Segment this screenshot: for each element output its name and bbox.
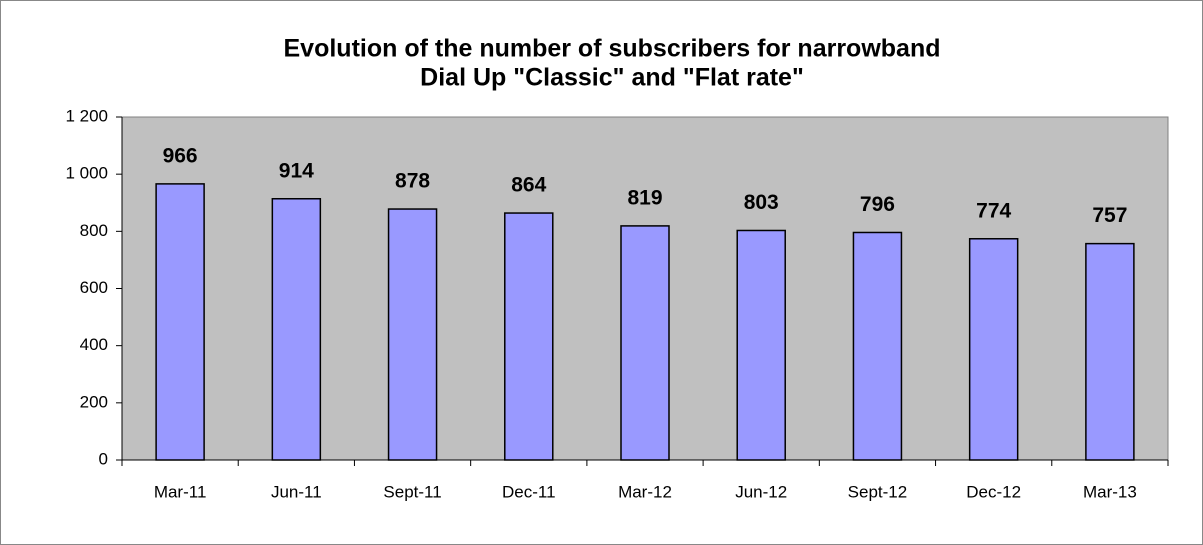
bar (1085, 242, 1135, 461)
chart-title: Evolution of the number of subscribers f… (284, 35, 941, 63)
bar (155, 183, 205, 461)
x-tick-label: Dec-11 (502, 482, 556, 501)
bar (504, 212, 554, 461)
y-tick-label: 800 (80, 221, 108, 240)
x-tick-label: Mar-12 (618, 482, 672, 501)
bar (620, 225, 670, 461)
data-label: 966 (163, 144, 198, 167)
y-tick-label: 1 200 (65, 106, 108, 125)
data-label: 914 (279, 159, 314, 182)
chart-title: Dial Up "Classic" and "Flat rate" (420, 64, 804, 92)
data-label: 878 (395, 170, 430, 193)
y-tick-label: 0 (99, 449, 108, 468)
x-tick-label: Jun-11 (271, 482, 322, 501)
y-tick-label: 600 (80, 278, 108, 297)
y-tick-label: 1 000 (65, 164, 108, 183)
bar (736, 229, 786, 461)
data-label: 819 (627, 186, 662, 209)
data-label: 796 (860, 193, 895, 216)
y-tick-label: 400 (80, 335, 108, 354)
x-tick-label: Dec-12 (966, 482, 1021, 501)
bar (852, 231, 903, 461)
bar (387, 208, 438, 461)
bar (271, 197, 322, 461)
data-label: 803 (744, 191, 779, 214)
x-tick-label: Sept-12 (848, 482, 908, 501)
data-label: 757 (1092, 204, 1127, 227)
data-label: 864 (511, 174, 546, 197)
x-tick-label: Mar-13 (1083, 482, 1137, 501)
x-tick-label: Mar-11 (154, 482, 207, 501)
data-label: 774 (976, 199, 1011, 222)
x-tick-label: Sept-11 (383, 482, 441, 501)
x-tick-label: Jun-12 (735, 482, 787, 501)
bar (968, 238, 1019, 461)
y-tick-label: 200 (80, 392, 108, 411)
